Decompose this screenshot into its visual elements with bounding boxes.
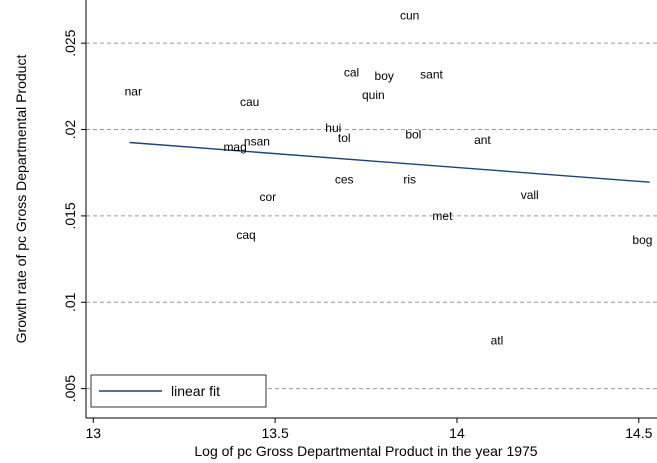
point-label-quin: quin [362,88,385,102]
x-axis-ticks: 13 13.5 14 14.5 [85,418,653,441]
point-label-atl: atl [491,333,504,347]
fit-line-layer [129,141,650,183]
y-tick-label: .015 [62,202,78,229]
point-label-bog: bog [632,233,652,247]
legend-label: linear fit [171,383,220,399]
point-label-caq: caq [236,228,255,242]
y-tick-label: .02 [62,120,78,140]
point-label-cal: cal [344,66,359,80]
point-label-bol: bol [405,128,421,142]
y-tick-label: .01 [62,292,78,312]
y-tick-label: .005 [62,375,78,402]
point-label-ant: ant [474,133,491,147]
point-label-nsan: nsan [244,135,270,149]
point-label-ris: ris [403,173,416,187]
point-label-boy: boy [375,69,394,83]
point-label-sant: sant [420,67,443,81]
x-axis-title: Log of pc Gross Departmental Product in … [194,443,537,459]
point-label-hui: hui [325,121,341,135]
legend: linear fit [90,374,267,408]
y-tick-label: .025 [62,29,78,56]
point-label-cor: cor [260,190,277,204]
x-tick-label: 14 [449,425,465,441]
x-tick-label: 13 [85,425,101,441]
point-label-cun: cun [400,9,419,23]
point-label-tol: tol [338,131,351,145]
y-axis-ticks: .005 .01 .015 .02 .025 [62,29,86,402]
y-axis-title: Growth rate of pc Gross Departmental Pro… [13,55,29,344]
linear-fit-line [129,141,650,183]
point-label-cau: cau [240,95,259,109]
x-tick-label: 13.5 [261,425,288,441]
point-label-vall: vall [521,188,539,202]
point-label-mag: mag [223,140,246,154]
point-label-nar: nar [125,85,142,99]
point-label-met: met [432,209,453,223]
point-label-ces: ces [335,173,354,187]
axes [85,0,657,419]
x-tick-label: 14.5 [625,425,652,441]
